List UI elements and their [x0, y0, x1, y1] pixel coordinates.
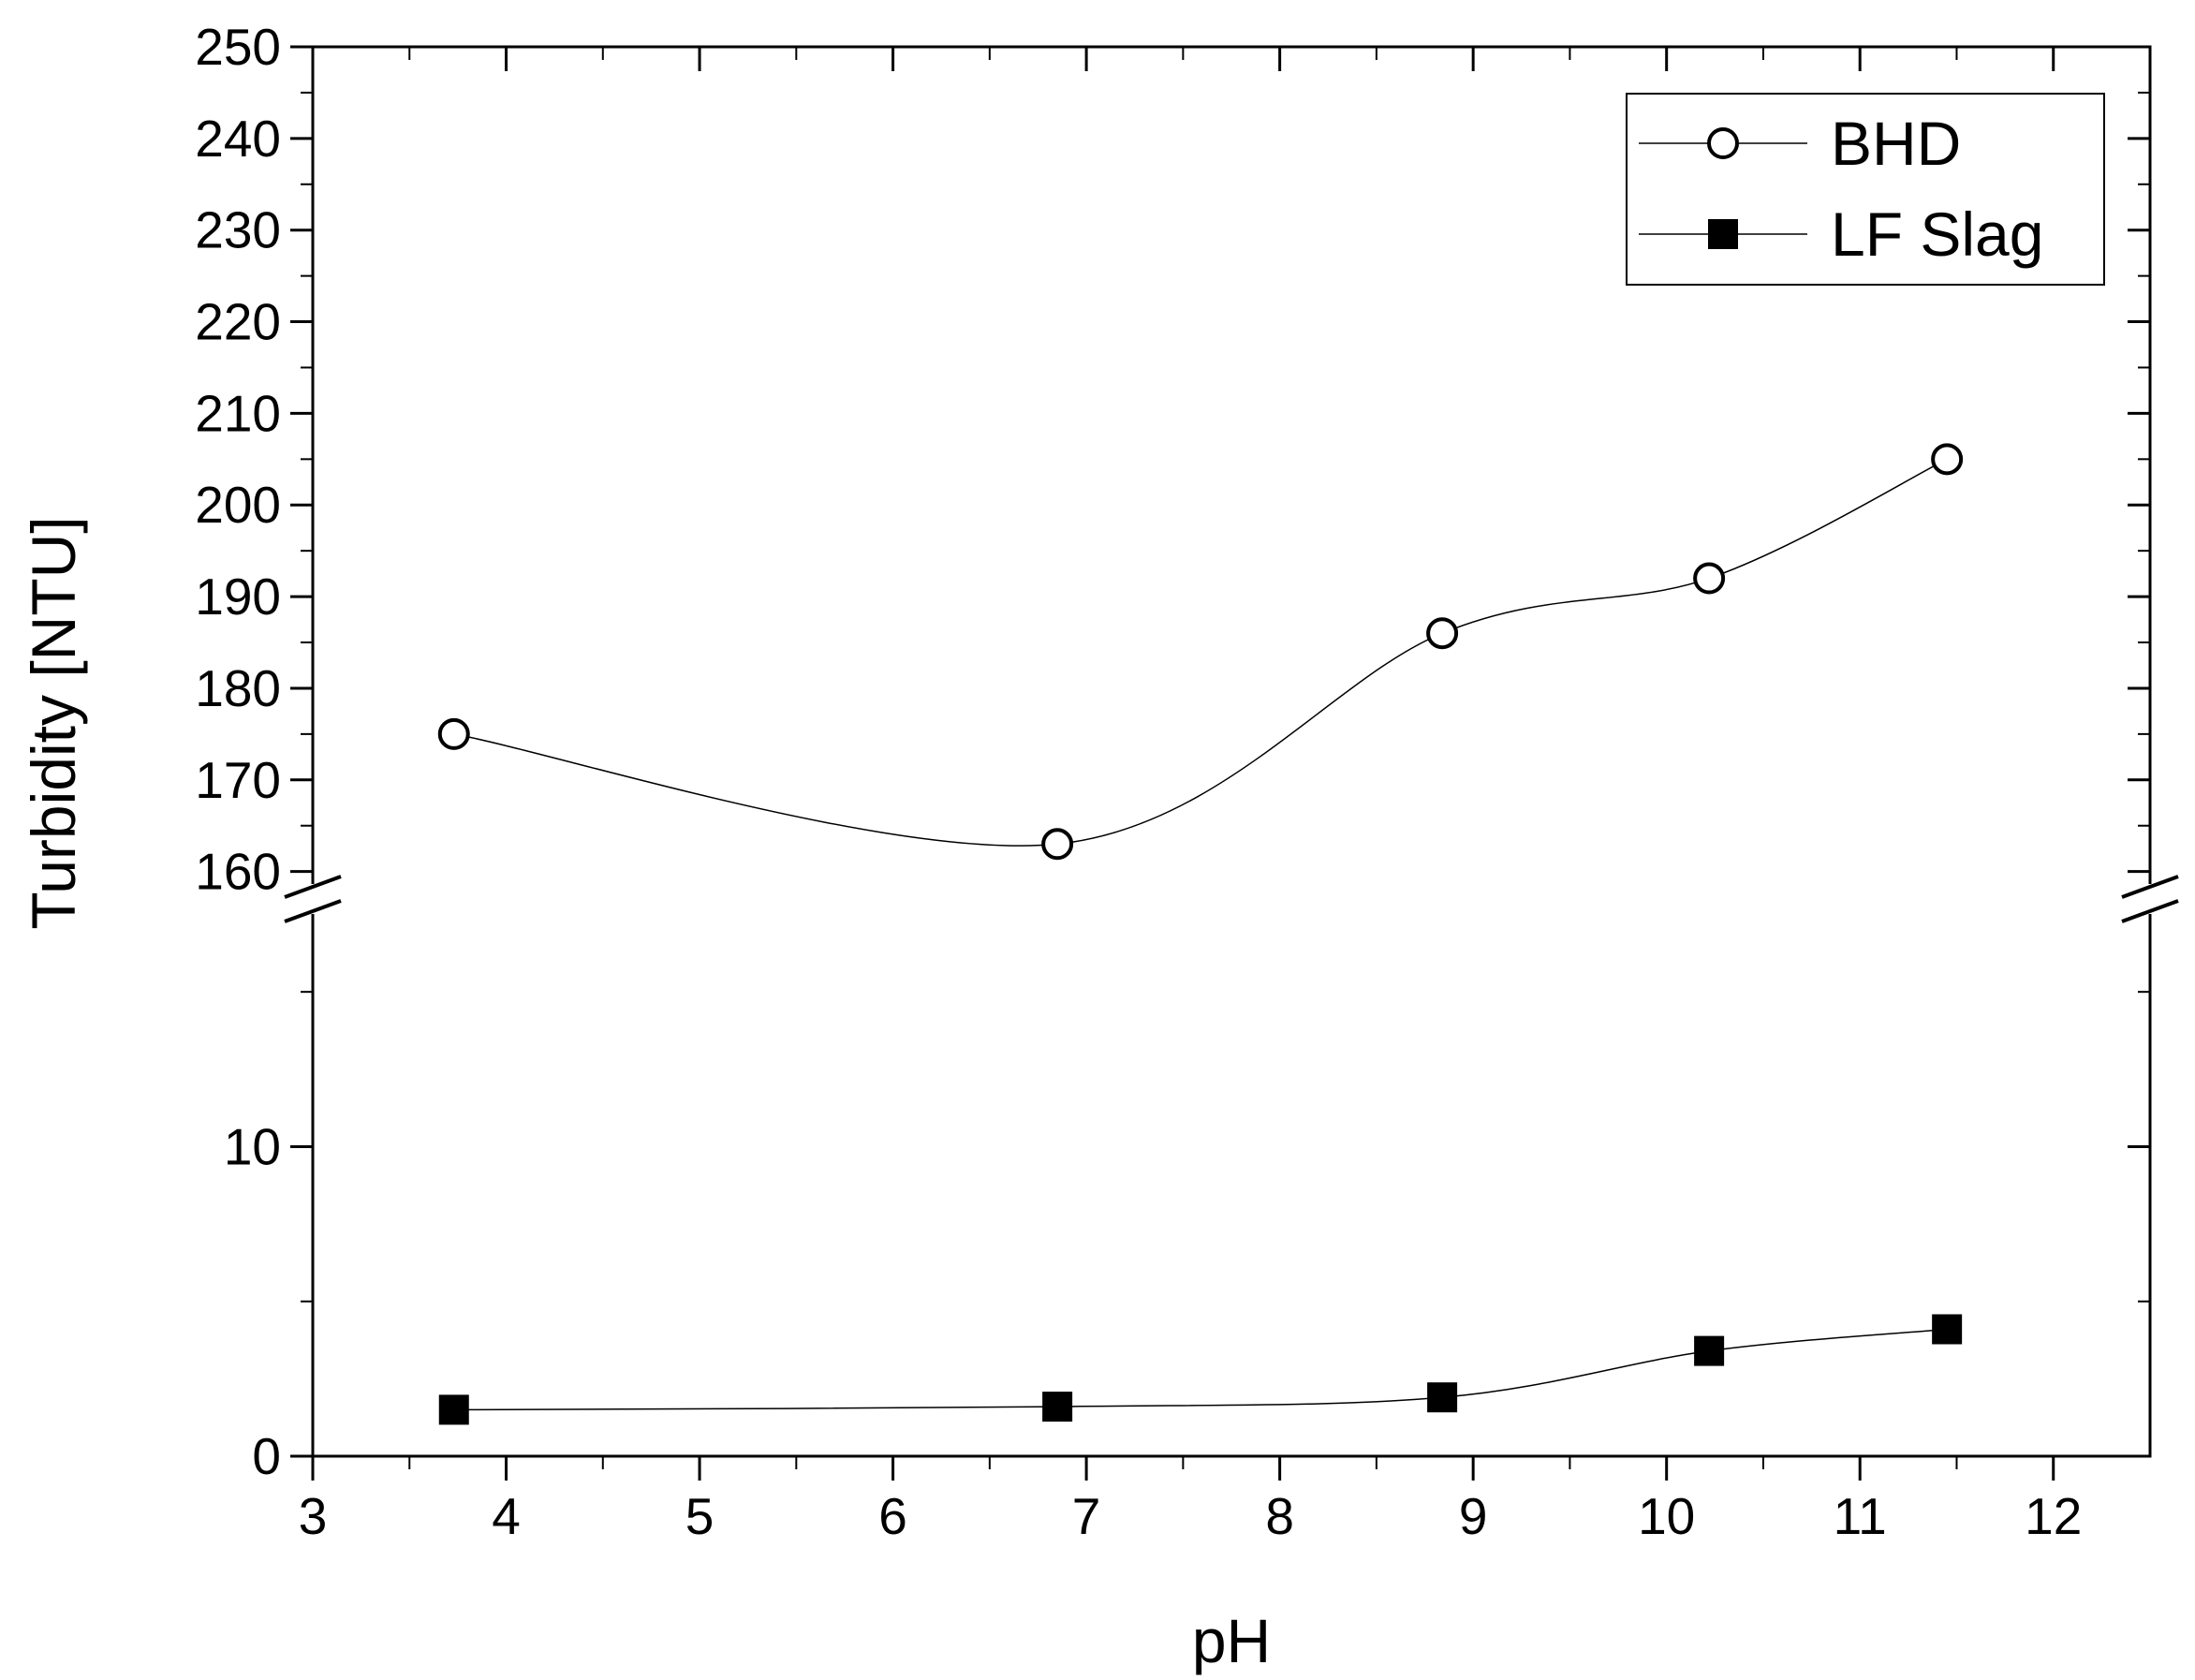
bhd-point: [1693, 562, 1726, 595]
legend-marker-lf-slag: [1708, 219, 1738, 249]
series-markers: [437, 443, 1964, 1425]
x-tick-label: 7: [1072, 1487, 1101, 1545]
bhd-point: [1931, 443, 1964, 476]
lf-slag-point: [1427, 1382, 1458, 1413]
x-tick-label: 11: [1834, 1487, 1887, 1545]
y-tick-label: 10: [224, 1117, 281, 1175]
legend-box: [1626, 93, 2105, 286]
axis-break-gaps: [307, 884, 2156, 914]
y-tick-label: 180: [195, 659, 281, 717]
series-line-bhd: [453, 458, 1948, 847]
x-axis-title: pH: [1192, 1606, 1271, 1675]
y-tick-label: 220: [195, 293, 281, 351]
legend: BHD LF Slag: [1626, 93, 2105, 286]
y-tick-label: 210: [195, 384, 281, 442]
x-tick-label: 10: [1638, 1487, 1695, 1545]
lf-slag-point: [438, 1394, 469, 1425]
axis-break-gap-left: [307, 884, 318, 914]
x-tick-label: 12: [2025, 1487, 2082, 1545]
axis-break-mark-right-2: [2121, 899, 2179, 923]
y-tick-label: 240: [195, 110, 281, 168]
x-tick-label: 6: [878, 1487, 907, 1545]
y-tick-label: 160: [195, 843, 281, 901]
y-tick-label: 230: [195, 201, 281, 259]
tick-labels: 3 4 5 6 7 8 9 10 11 12 160 170 180 190 200 210 220 230 240…: [195, 18, 2082, 1545]
x-tick-label: 3: [299, 1487, 328, 1545]
axis-break-mark-left-1: [284, 875, 342, 899]
x-tick-label: 5: [685, 1487, 714, 1545]
bhd-point: [437, 717, 470, 750]
y-axis-title: Turbidity [NTU]: [19, 516, 88, 929]
legend-label-lf-slag: LF Slag: [1831, 199, 2043, 269]
axis-break-mark-right-1: [2121, 875, 2179, 899]
x-tick-label: 9: [1459, 1487, 1488, 1545]
bhd-point: [1426, 617, 1459, 650]
x-tick-label: 4: [492, 1487, 521, 1545]
axis-ticks: [290, 45, 2150, 1481]
y-tick-label: 170: [195, 751, 281, 809]
lf-slag-point: [1042, 1392, 1073, 1422]
axis-break-mark-left-2: [284, 899, 342, 923]
axis-break-gap-right: [2144, 884, 2156, 914]
legend-label-bhd: BHD: [1831, 109, 1961, 178]
y-tick-label: 190: [195, 567, 281, 626]
y-tick-label: 0: [252, 1427, 281, 1485]
axis-break-marks: [284, 875, 2179, 923]
y-tick-label: 200: [195, 476, 281, 534]
series-line-lf-slag: [453, 1328, 1948, 1411]
x-tick-label: 8: [1265, 1487, 1294, 1545]
series-curves: [453, 458, 1948, 1411]
lf-slag-point: [1932, 1314, 1963, 1345]
lf-slag-point: [1694, 1335, 1725, 1366]
y-tick-label: 250: [195, 18, 281, 76]
legend-marker-bhd: [1707, 127, 1739, 159]
plot-frame: [311, 45, 2152, 1458]
bhd-point: [1041, 828, 1074, 861]
